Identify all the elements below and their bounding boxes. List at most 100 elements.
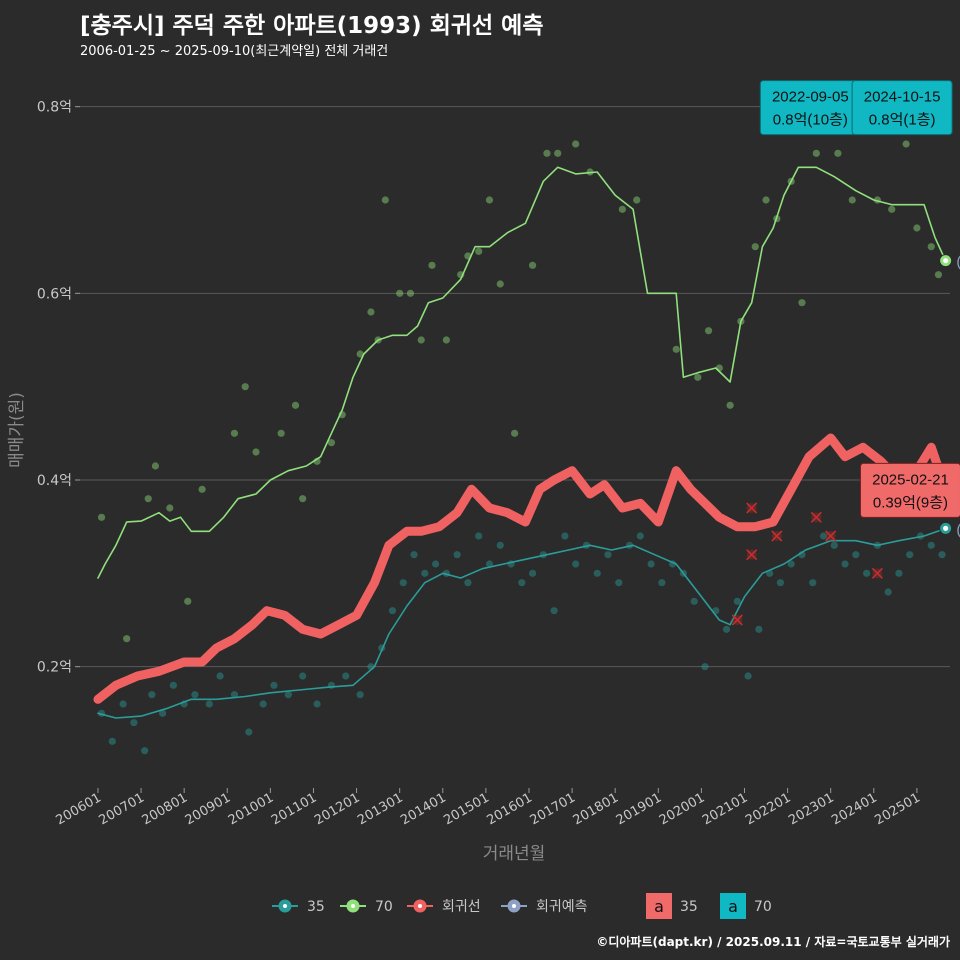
scatter-point-70 [442, 336, 450, 344]
scatter-point-35 [388, 607, 397, 615]
legend-box-label: 70 [754, 899, 772, 915]
scatter-point-70 [812, 149, 820, 157]
scatter-point-35 [399, 579, 407, 587]
scatter-point-35 [604, 551, 612, 559]
scatter-point-70 [327, 439, 336, 447]
scatter-point-70 [672, 345, 680, 353]
scatter-point-70 [902, 140, 910, 148]
scatter-point-70 [428, 261, 436, 269]
legend-label: 회귀선 [442, 899, 481, 915]
callout-value: 0.8억(10층) [773, 112, 848, 129]
x-tick-label: 201301 [355, 790, 405, 828]
scatter-point-35 [159, 709, 167, 717]
x-tick-label: 200801 [140, 790, 190, 828]
scatter-point-35 [270, 681, 278, 689]
scatter-point-35 [572, 560, 580, 568]
scatter-point-35 [169, 681, 177, 689]
legend-item: 회귀예측 [501, 899, 588, 915]
scatter-point-70 [396, 289, 404, 297]
scatter-point-35 [313, 700, 321, 708]
scatter-point-35 [722, 625, 731, 633]
scatter-point-35 [852, 551, 860, 559]
x-tick-label: 202201 [743, 790, 793, 828]
scatter-point-70 [299, 495, 307, 503]
scatter-point-70 [417, 336, 425, 344]
scatter-point-35 [809, 579, 817, 587]
scatter-70 [97, 140, 943, 643]
cross-mark-x [810, 511, 822, 523]
scatter-point-35 [259, 700, 267, 708]
scatter-point-35 [528, 569, 537, 577]
scatter-point-35 [927, 541, 935, 549]
y-axis-title: 매매가(원) [7, 392, 27, 468]
x-tick-label: 201501 [441, 790, 491, 828]
cross-mark [810, 511, 822, 523]
x-tick-label: 202501 [872, 790, 922, 828]
end-point-core [943, 258, 949, 264]
scatter-point-35 [191, 691, 199, 699]
scatter-point-35 [701, 663, 709, 671]
cross-mark-x [771, 530, 783, 542]
scatter-point-35 [421, 569, 429, 577]
scatter-point-70 [277, 429, 285, 437]
scatter-point-70 [888, 205, 896, 213]
scatter-point-70 [123, 635, 131, 643]
x-tick-label: 201401 [398, 790, 448, 828]
scatter-point-35 [884, 588, 892, 596]
x-axis-title: 거래년월 [483, 844, 546, 864]
legend-item: 35 [272, 899, 325, 915]
x-tick-label: 200901 [183, 790, 233, 828]
scatter-point-70 [496, 280, 504, 288]
scatter-point-70 [572, 140, 580, 148]
callout-date: 2022-09-05 [772, 89, 849, 106]
legend-swatch-core [418, 904, 422, 908]
scatter-point-35 [658, 579, 666, 587]
legend: 35 70 회귀선 회귀예측 a 35 a 70 [272, 893, 772, 919]
scatter-point-35 [205, 700, 213, 708]
scatter-point-70 [618, 205, 626, 213]
regression-line [93, 433, 951, 704]
scatter-point-70 [704, 327, 713, 335]
scatter-point-35 [141, 747, 149, 755]
scatter-point-35 [230, 691, 239, 699]
end-points: 6,350(~70㎡)3,482(~35㎡) [939, 254, 960, 538]
callout-value: 0.8억(1층) [869, 112, 936, 129]
scatter-point-70 [291, 401, 300, 409]
scatter-point-35 [647, 560, 655, 568]
scatter-point-35 [431, 560, 440, 568]
scatter-point-70 [184, 597, 192, 605]
scatter-point-35 [863, 569, 871, 577]
scatter-point-70 [934, 271, 943, 279]
callout-2022-09-05: 2022-09-05 0.8억(10층) [759, 80, 861, 136]
scatter-point-70 [554, 149, 562, 157]
legend-box-item: a 70 [720, 893, 772, 919]
cross-mark [771, 530, 783, 542]
legend-item: 70 [340, 899, 393, 915]
scatter-point-35 [148, 691, 156, 699]
legend-box-swatch [720, 893, 746, 919]
cross-marks [731, 502, 883, 626]
callout-box [859, 462, 960, 518]
scatter-point-70 [367, 308, 375, 316]
x-tick-label: 201901 [614, 790, 664, 828]
legend-item: 회귀선 [407, 899, 481, 915]
scatter-point-70 [97, 513, 106, 521]
series-lines [93, 166, 951, 719]
scatter-point-35 [518, 579, 526, 587]
scatter-point-35 [787, 560, 795, 568]
x-tick-label: 201801 [571, 790, 621, 828]
scatter-point-35 [356, 691, 364, 699]
y-tick-label: 0.8억 [37, 100, 72, 116]
x-tick-label: 201201 [312, 790, 362, 828]
scatter-point-35 [245, 728, 253, 736]
scatter-point-70 [751, 243, 759, 251]
source-credit: ©디아파트(dapt.kr) / 2025.09.11 / 자료=국토교통부 실… [596, 935, 950, 949]
scatter-point-70 [252, 448, 260, 456]
cross-mark-x [746, 549, 758, 561]
callout-date: 2024-10-15 [864, 89, 941, 106]
callout-2024-10-15: 2024-10-15 0.8억(1층) [851, 80, 953, 136]
scatter-point-35 [561, 532, 569, 540]
scatter-point-70 [913, 224, 921, 232]
y-axis-ticks: 0.2억 0.4억 0.6억 0.8억 [37, 100, 80, 676]
legend-label: 35 [307, 899, 325, 915]
